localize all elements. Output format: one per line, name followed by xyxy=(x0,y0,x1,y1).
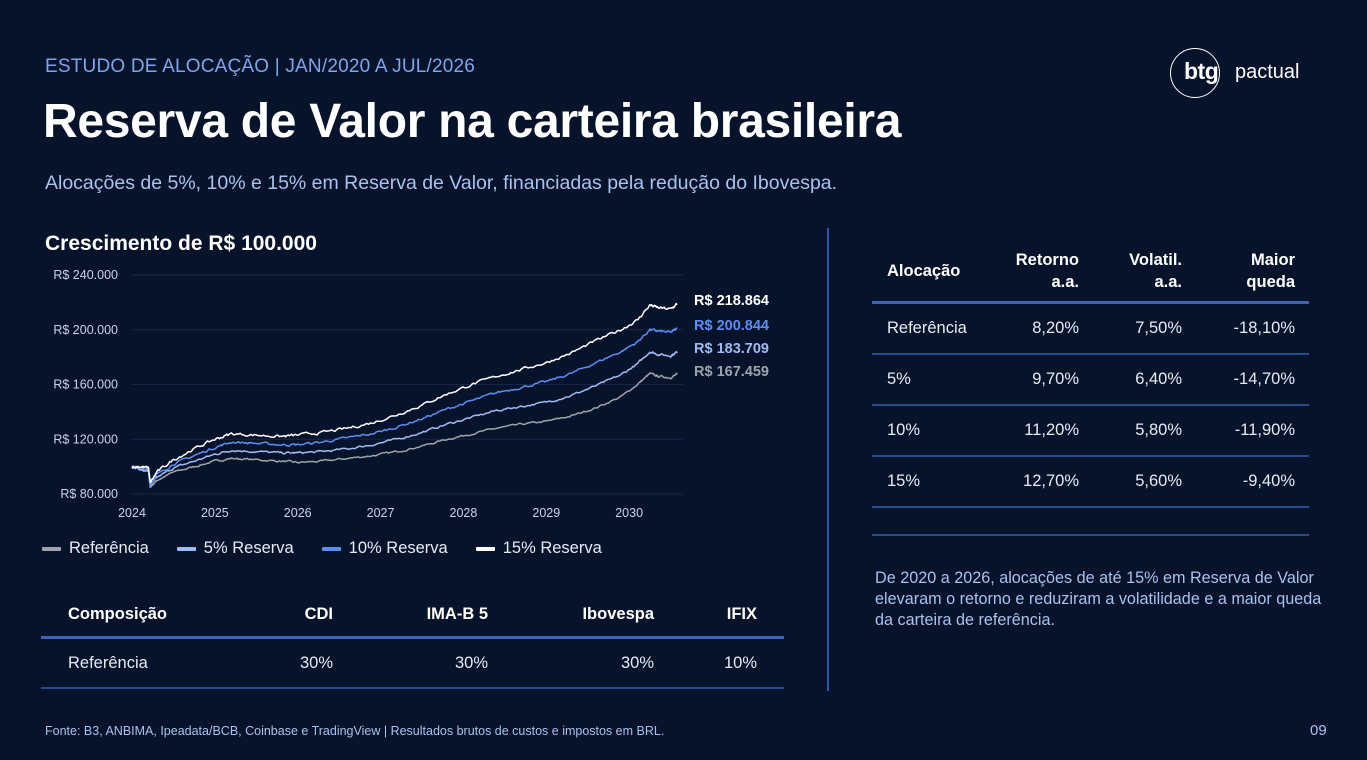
ret-cell-alocacao: 5% xyxy=(872,354,992,406)
legend-label-15-reserva: 15% Reserva xyxy=(502,539,602,557)
ret-cell-volatil: 7,50% xyxy=(1079,302,1182,355)
series-line-referencia xyxy=(131,372,678,489)
y-tick-label: R$ 240.000 xyxy=(53,268,118,282)
page-subtitle: Alocações de 5%, 10% e 15% em Reserva de… xyxy=(45,172,838,194)
ret-header-retorno: Retorno a.a. xyxy=(992,240,1079,304)
x-tick-label: 2025 xyxy=(201,506,229,520)
logo-circle-icon xyxy=(1170,48,1220,98)
legend-label-10-reserva: 10% Reserva xyxy=(348,539,448,557)
empty-cell xyxy=(872,507,992,536)
ret-header-retorno-line1: Retorno xyxy=(1015,250,1079,269)
comp-header-ibovespa: Ibovespa xyxy=(488,592,654,639)
comp-cell-name: Referência xyxy=(41,637,271,689)
legend-item-10-reserva: 10% Reserva xyxy=(321,539,448,558)
ret-cell-alocacao: 10% xyxy=(872,405,992,457)
x-tick-label: 2024 xyxy=(118,506,146,520)
ret-cell-alocacao: Referência xyxy=(872,302,992,355)
vertical-divider xyxy=(827,228,829,691)
growth-line-chart: R$ 80.000 R$ 120.000 R$ 160.000 R$ 200.000 R… xyxy=(53,268,769,520)
ret-cell-maior-queda: -14,70% xyxy=(1182,354,1309,406)
legend-swatch-10-reserva xyxy=(321,546,341,551)
series-line-5-reserva xyxy=(131,350,678,487)
ret-header-volatil: Volatil. a.a. xyxy=(1079,240,1182,304)
series-line-10-reserva xyxy=(131,327,678,487)
y-tick-label: R$ 160.000 xyxy=(53,378,118,392)
table-row: 15% 12,70% 5,60% -9,40% xyxy=(872,456,1309,508)
ret-header-maior-queda: Maior queda xyxy=(1182,240,1309,304)
y-tick-label: R$ 200.000 xyxy=(53,323,118,337)
ret-cell-retorno: 9,70% xyxy=(992,354,1079,406)
comp-cell-cdi: 30% xyxy=(271,637,333,689)
ret-cell-retorno: 8,20% xyxy=(992,302,1079,355)
end-label-10-reserva: R$ 200.844 xyxy=(694,318,769,334)
ret-header-maior-line1: Maior xyxy=(1250,250,1295,269)
legend-swatch-referencia xyxy=(42,546,61,551)
comp-header-ifix: IFIX xyxy=(654,592,784,639)
legend-label-5-reserva: 5% Reserva xyxy=(203,539,294,557)
table-row: Referência 30% 30% 30% 10% xyxy=(41,637,784,689)
ret-cell-retorno: 12,70% xyxy=(992,456,1079,508)
end-label-referencia: R$ 167.459 xyxy=(694,364,769,380)
legend-item-5-reserva: 5% Reserva xyxy=(176,539,294,558)
ret-cell-maior-queda: -9,40% xyxy=(1182,456,1309,508)
x-tick-label: 2028 xyxy=(450,506,478,520)
end-label-5-reserva: R$ 183.709 xyxy=(694,341,769,357)
comp-header-imab5: IMA-B 5 xyxy=(333,592,488,639)
legend-swatch-15-reserva xyxy=(475,546,495,551)
empty-cell xyxy=(1079,507,1182,536)
ret-cell-maior-queda: -18,10% xyxy=(1182,302,1309,355)
y-tick-label: R$ 120.000 xyxy=(53,432,118,446)
empty-cell xyxy=(1182,507,1309,536)
comp-cell-ifix: 10% xyxy=(654,637,784,689)
ret-cell-maior-queda: -11,90% xyxy=(1182,405,1309,457)
ret-cell-volatil: 6,40% xyxy=(1079,354,1182,406)
x-tick-label: 2026 xyxy=(284,506,312,520)
legend-item-15-reserva: 15% Reserva xyxy=(475,539,602,558)
btg-pactual-logo: btg pactual xyxy=(1170,48,1310,102)
table-row: 5% 9,70% 6,40% -14,70% xyxy=(872,354,1309,406)
x-tick-label: 2029 xyxy=(532,506,560,520)
series-line-15-reserva xyxy=(131,302,678,484)
ret-cell-volatil: 5,80% xyxy=(1079,405,1182,457)
returns-header-row: Alocação Retorno a.a. Volatil. a.a. Maior q… xyxy=(872,240,1309,304)
logo-mark: btg xyxy=(1184,58,1219,84)
x-tick-label: 2027 xyxy=(367,506,395,520)
page-number: 09 xyxy=(1310,722,1327,739)
y-tick-label: R$ 80.000 xyxy=(60,487,118,501)
page-title: Reserva de Valor na carteira brasileira xyxy=(43,95,902,148)
legend-swatch-5-reserva xyxy=(176,546,196,551)
returns-table: Alocação Retorno a.a. Volatil. a.a. Maior q… xyxy=(872,240,1309,536)
legend-item-referencia: Referência xyxy=(42,539,149,558)
table-row: Referência 8,20% 7,50% -18,10% xyxy=(872,302,1309,355)
ret-header-volatil-line2: a.a. xyxy=(1154,272,1182,291)
table-row-empty xyxy=(872,507,1309,536)
empty-cell xyxy=(992,507,1079,536)
ret-cell-volatil: 5,60% xyxy=(1079,456,1182,508)
conclusion-note: De 2020 a 2026, alocações de até 15% em … xyxy=(875,569,1322,629)
ret-header-alocacao-text: Alocação xyxy=(887,261,961,280)
ret-cell-retorno: 11,20% xyxy=(992,405,1079,457)
x-tick-label: 2030 xyxy=(615,506,643,520)
end-label-15-reserva: R$ 218.864 xyxy=(694,293,769,309)
comp-header-cdi: CDI xyxy=(271,592,333,639)
ret-header-retorno-line2: a.a. xyxy=(1051,272,1079,291)
composition-header-row: Composição CDI IMA-B 5 Ibovespa IFIX xyxy=(41,592,784,639)
eyebrow: ESTUDO DE ALOCAÇÃO | JAN/2020 A JUL/2026 xyxy=(45,56,476,77)
logo-word: pactual xyxy=(1235,61,1300,83)
ret-header-volatil-line1: Volatil. xyxy=(1129,250,1182,269)
comp-cell-imab5: 30% xyxy=(333,637,488,689)
ret-header-alocacao: Alocação xyxy=(872,240,992,304)
composition-table: Composição CDI IMA-B 5 Ibovespa IFIX Ref… xyxy=(41,592,784,689)
comp-cell-ibovespa: 30% xyxy=(488,637,654,689)
chart-legend: Referência 5% Reserva 10% Reserva 15% Re… xyxy=(42,539,602,558)
comp-header-composicao: Composição xyxy=(41,592,271,639)
table-row: 10% 11,20% 5,80% -11,90% xyxy=(872,405,1309,457)
ret-cell-alocacao: 15% xyxy=(872,456,992,508)
legend-label-referencia: Referência xyxy=(69,539,149,557)
chart-title: Crescimento de R$ 100.000 xyxy=(45,232,317,255)
source-footnote: Fonte: B3, ANBIMA, Ipeadata/BCB, Coinbas… xyxy=(45,724,665,738)
ret-header-maior-line2: queda xyxy=(1246,272,1295,291)
